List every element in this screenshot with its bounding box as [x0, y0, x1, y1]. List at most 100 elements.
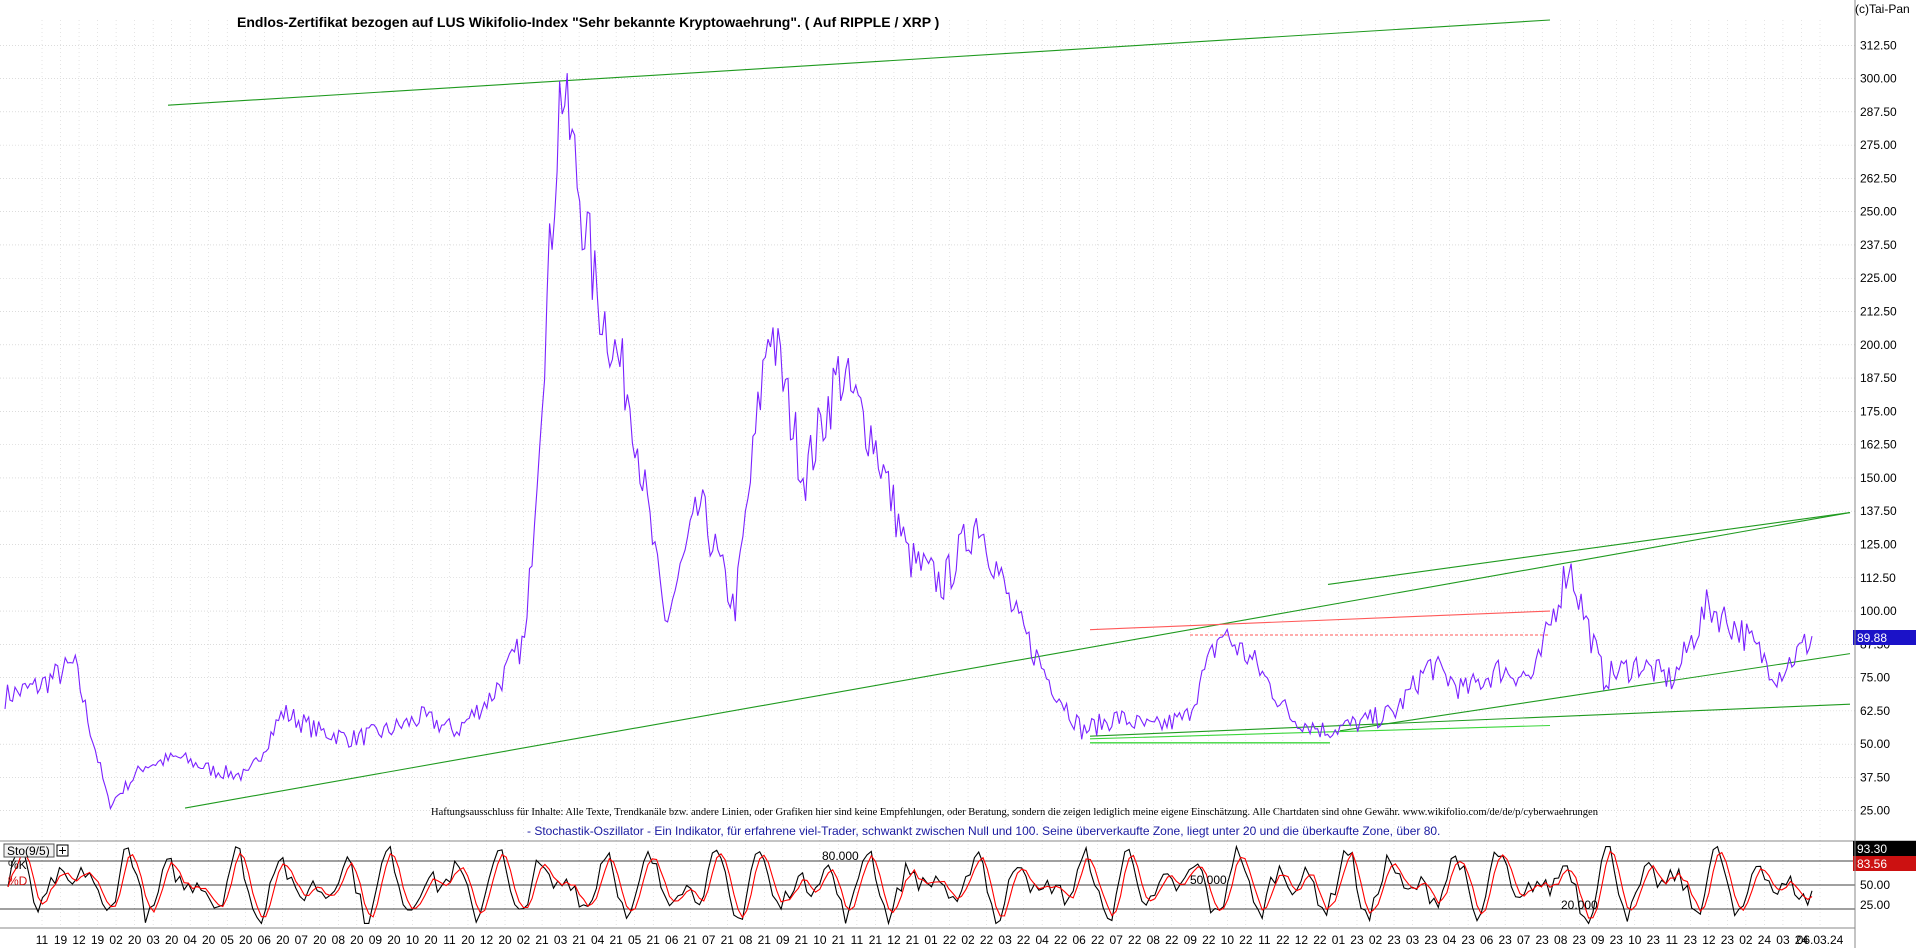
x-tick-label: 21: [572, 933, 586, 947]
x-tick-label: 20: [165, 933, 179, 947]
plus-box-icon[interactable]: [56, 844, 69, 857]
x-tick-label: 11: [1258, 933, 1271, 947]
x-tick-label: 22: [980, 933, 994, 947]
x-tick-label: 19: [91, 933, 105, 947]
trendline: [1089, 610, 1551, 631]
x-tick-label: 03: [1406, 933, 1420, 947]
x-tick-label: 21: [684, 933, 698, 947]
level-50-label: 50.000: [1190, 873, 1227, 887]
stochastic-k-line: [7, 844, 1813, 926]
y-tick-label: 150.00: [1860, 471, 1897, 485]
x-tick-label: 22: [1128, 933, 1142, 947]
x-tick-label: 23: [1610, 933, 1624, 947]
stochastic-note: - Stochastik-Oszillator - Ein Indikator,…: [527, 824, 1440, 838]
x-tick-label: 21: [535, 933, 549, 947]
x-tick-label: 21: [609, 933, 623, 947]
x-tick-label: 06.03.24: [1797, 933, 1844, 947]
x-tick-label: 21: [721, 933, 735, 947]
x-tick-label: 11: [851, 933, 864, 947]
x-tick-label: 01: [924, 933, 938, 947]
x-tick-label: 09: [369, 933, 383, 947]
y-tick-label: 237.50: [1860, 238, 1897, 252]
x-tick-label: 23: [1721, 933, 1735, 947]
x-tick-label: 02: [961, 933, 975, 947]
x-tick-label: 20: [387, 933, 401, 947]
stochastic-d-badge: 83.56: [1853, 856, 1916, 871]
y-tick-label: 200.00: [1860, 338, 1897, 352]
x-tick-label: 21: [795, 933, 809, 947]
x-tick-label: 11: [1666, 933, 1679, 947]
x-tick-label: 12: [1295, 933, 1309, 947]
trendlines: [167, 19, 1851, 809]
x-tick-label: 12: [72, 933, 86, 947]
x-tick-label: 19: [54, 933, 68, 947]
x-tick-label: 08: [739, 933, 753, 947]
x-axis: 11 19 12 19 02 20 03 20 04 20 05 20 06 20 07 20 08 20 09 20…: [36, 933, 1844, 947]
disclaimer-text: Haftungsausschluss für Inhalte: Alle Tex…: [431, 807, 1599, 818]
x-tick-label: 20: [313, 933, 327, 947]
x-tick-label: 21: [647, 933, 661, 947]
x-tick-label: 04: [183, 933, 197, 947]
x-tick-label: 12: [887, 933, 901, 947]
x-tick-label: 03: [1776, 933, 1790, 947]
x-tick-label: 20: [276, 933, 290, 947]
trendline: [184, 511, 1851, 809]
stochastic-d-label: %D: [8, 874, 28, 888]
x-tick-label: 24: [1795, 933, 1809, 947]
x-tick-label: 22: [1017, 933, 1031, 947]
x-tick-label: 20: [128, 933, 142, 947]
x-tick-label: 03: [146, 933, 160, 947]
y-tick-label: 50.00: [1860, 737, 1890, 751]
x-tick-label: 23: [1387, 933, 1401, 947]
y-tick-label: 112.50: [1860, 571, 1896, 585]
x-tick-label: 22: [1091, 933, 1105, 947]
x-tick-label: 08: [1554, 933, 1568, 947]
x-tick-label: 23: [1573, 933, 1587, 947]
y-tick-label: 62.50: [1860, 704, 1890, 718]
y-tick-label: 300.00: [1860, 72, 1897, 86]
x-tick-label: 11: [443, 933, 456, 947]
stochastic-k-label: %K: [8, 858, 27, 872]
x-tick-label: 04: [591, 933, 605, 947]
y-tick-label: 312.50: [1860, 38, 1897, 52]
x-tick-label: 06: [1480, 933, 1494, 947]
level-20-label: 20.000: [1561, 898, 1598, 912]
x-tick-label: 10: [406, 933, 420, 947]
x-tick-label: 21: [906, 933, 920, 947]
x-tick-label: 23: [1350, 933, 1364, 947]
trendline: [1089, 703, 1851, 737]
x-tick-label: 21: [832, 933, 846, 947]
x-tick-label: 20: [202, 933, 216, 947]
x-tick-label: 10: [1628, 933, 1642, 947]
x-tick-label: 22: [943, 933, 957, 947]
y-tick-label: 225.00: [1860, 271, 1897, 285]
y-tick-label: 75.00: [1860, 671, 1890, 685]
x-tick-label: 02: [109, 933, 123, 947]
y-tick-label: 187.50: [1860, 371, 1897, 385]
x-tick-label: 21: [758, 933, 772, 947]
stochastic-d-value: 83.56: [1857, 857, 1887, 871]
x-tick-label: 07: [1110, 933, 1124, 947]
x-tick-label: 22: [1054, 933, 1068, 947]
y-tick-label: 175.00: [1860, 404, 1897, 418]
x-tick-label: 09: [1591, 933, 1605, 947]
x-tick-label: 07: [702, 933, 716, 947]
x-tick-label: 11: [36, 933, 49, 947]
x-tick-label: 20: [498, 933, 512, 947]
stochastic-y-tick: 25.00: [1860, 898, 1890, 912]
x-tick-label: 10: [813, 933, 827, 947]
x-tick-label: 20: [461, 933, 475, 947]
x-tick-label: 20: [239, 933, 253, 947]
x-tick-label: 21: [869, 933, 883, 947]
stochastic-legend: Sto(9/5) %K %D: [3, 843, 69, 888]
y-tick-label: 262.50: [1860, 171, 1897, 185]
x-tick-label: 07: [295, 933, 309, 947]
x-tick-label: 02: [1369, 933, 1383, 947]
stochastic-k-badge: 93.30: [1853, 841, 1916, 856]
stochastic-y-tick: 50.00: [1860, 878, 1890, 892]
x-tick-label: 23: [1461, 933, 1475, 947]
x-tick-label: 04: [1035, 933, 1049, 947]
y-tick-label: 287.50: [1860, 105, 1897, 119]
